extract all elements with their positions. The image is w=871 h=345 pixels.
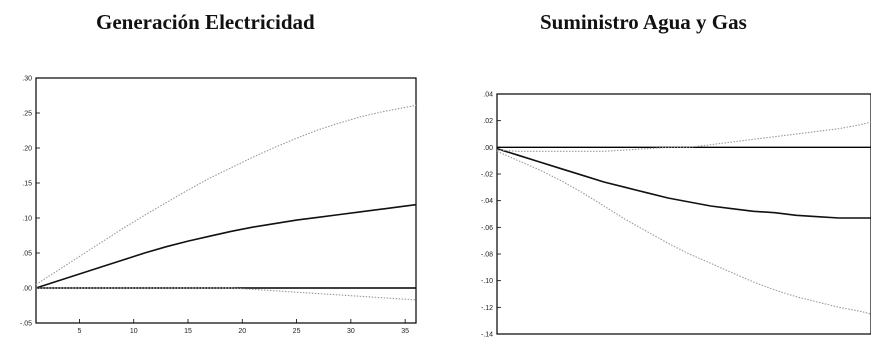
gen-response-line — [35, 203, 417, 289]
gen-y-tick-label: .05 — [22, 251, 32, 258]
agua-y-tick-label: -.10 — [481, 278, 493, 285]
agua-y-tick-label: .02 — [483, 118, 493, 125]
agua-y-tick-label: -.06 — [481, 225, 493, 232]
agua-y-tick-label: .00 — [483, 145, 493, 152]
agua-y-tick-label: -.04 — [481, 198, 493, 205]
agua-upper-band-line — [496, 121, 871, 152]
gen-lower-band-line — [36, 287, 417, 301]
gen-upper-band-line — [35, 104, 417, 285]
gen-y-tick-label: .10 — [22, 216, 32, 223]
gen-x-tick-label: 20 — [238, 328, 246, 335]
gen-y-tick-label: .15 — [22, 181, 32, 188]
gen-y-tick-label: .25 — [22, 111, 32, 118]
gen-y-tick-label: .00 — [22, 286, 32, 293]
agua-y-tick-label: -.12 — [481, 305, 493, 312]
gen-y-tick-label: .20 — [22, 146, 32, 153]
gen-x-tick-label: 35 — [401, 328, 409, 335]
agua-plot-frame — [496, 93, 871, 335]
agua-y-tick-label: .04 — [483, 92, 493, 99]
gen-x-tick-label: 10 — [130, 328, 138, 335]
agua-response-line — [496, 147, 871, 219]
chart-title-generacion: Generación Electricidad — [96, 10, 315, 34]
gen-x-tick-label: 15 — [184, 328, 192, 335]
agua-y-tick-label: -.08 — [481, 252, 493, 259]
gen-x-tick-label: 25 — [293, 328, 301, 335]
gen-y-tick-label: .30 — [22, 76, 32, 83]
agua-y-tick-label: -.14 — [481, 332, 493, 339]
gen-x-tick-label: 30 — [347, 328, 355, 335]
gen-plot-frame — [35, 77, 417, 324]
gen-x-tick-label: 5 — [77, 328, 81, 335]
agua-y-tick-label: -.02 — [481, 172, 493, 179]
chart-title-suministro: Suministro Agua y Gas — [540, 10, 747, 34]
gen-y-tick-label: -.05 — [20, 321, 32, 328]
agua-lower-band-line — [496, 150, 871, 315]
